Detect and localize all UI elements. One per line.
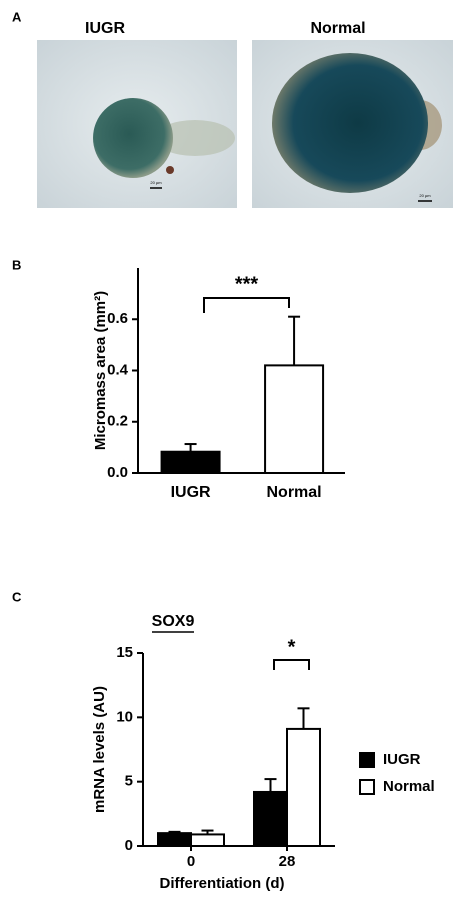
legend-label: IUGR: [383, 751, 421, 768]
bar: [286, 727, 321, 847]
y-tick-label: 0.0: [107, 464, 128, 481]
significance-bracket: [273, 659, 310, 670]
scale-bar-label: 20 µm: [150, 180, 162, 185]
photo: 20 µm: [37, 40, 237, 208]
legend-label: Normal: [383, 778, 435, 795]
y-tick-label: 0: [125, 837, 133, 854]
legend-swatch: [359, 779, 375, 795]
x-tick-label: Normal: [267, 484, 322, 501]
y-tick-label: 5: [125, 773, 133, 790]
bar: [190, 833, 225, 847]
y-tick-label: 0.6: [107, 310, 128, 327]
x-tick-label: IUGR: [171, 484, 211, 501]
y-tick-label: 10: [116, 708, 133, 725]
bar: [264, 364, 325, 474]
x-tick-label: 28: [279, 853, 296, 870]
bar: [160, 450, 221, 475]
y-axis-label: Micromass area (mm²): [92, 291, 109, 450]
panel-label: B: [12, 257, 21, 272]
bar: [253, 790, 288, 848]
significance-label: ***: [235, 273, 259, 295]
panel-label: A: [12, 9, 22, 24]
y-tick-label: 0.4: [107, 361, 129, 378]
image-caption: IUGR: [85, 20, 125, 37]
y-tick-label: 0.2: [107, 413, 128, 430]
x-axis-label: Differentiation (d): [160, 875, 285, 892]
panel-label: C: [12, 589, 22, 604]
photo: 20 µm: [252, 40, 453, 208]
x-tick-label: 0: [187, 853, 195, 870]
chart-title: SOX9: [152, 613, 195, 630]
significance-label: *: [288, 636, 296, 658]
y-tick-label: 15: [116, 644, 133, 661]
scale-bar-label: 20 µm: [419, 193, 431, 198]
bar: [157, 832, 192, 848]
y-axis-label: mRNA levels (AU): [91, 686, 108, 813]
legend-swatch: [359, 752, 375, 768]
image-caption: Normal: [310, 20, 365, 37]
significance-bracket: [203, 297, 290, 313]
